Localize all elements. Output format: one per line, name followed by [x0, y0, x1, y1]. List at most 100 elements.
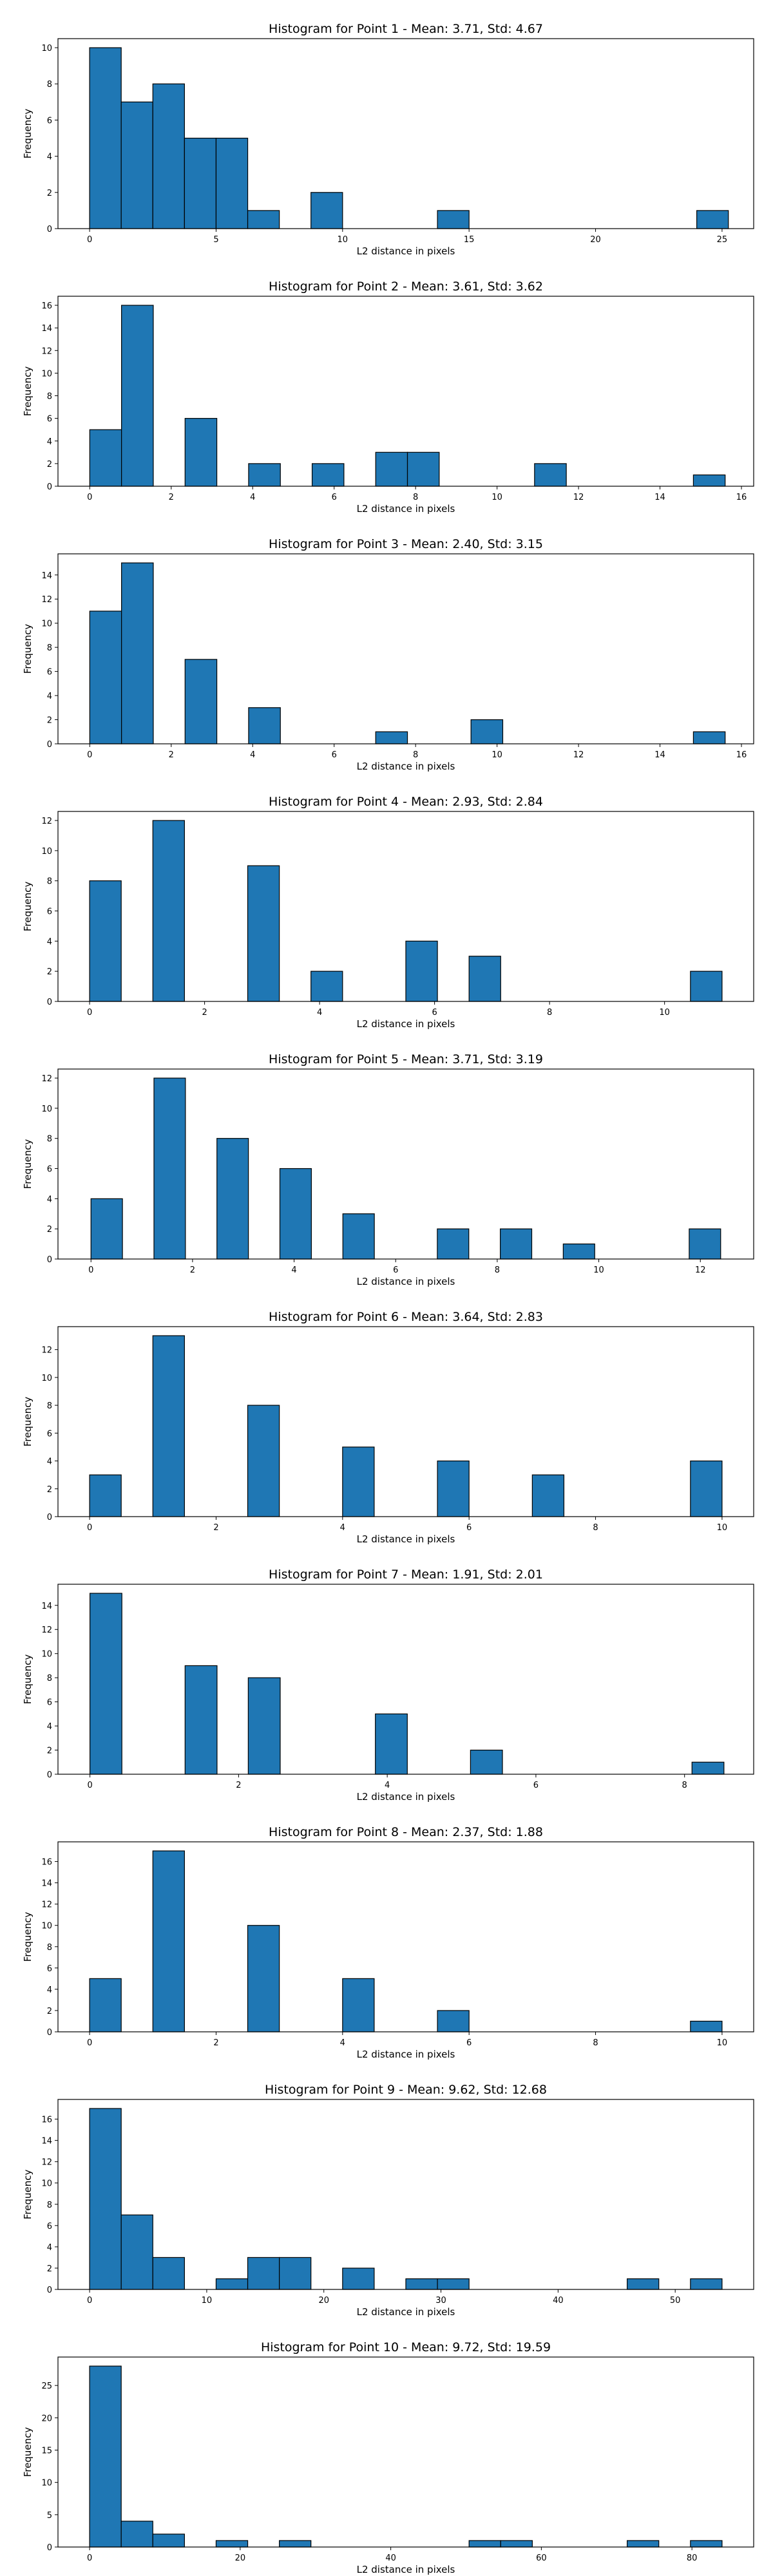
histogram-bar [534, 463, 567, 487]
axes-frame [57, 1326, 754, 1517]
x-tick-label: 12 [695, 1265, 706, 1275]
histogram-bar [342, 1446, 375, 1517]
y-tick-label: 14 [41, 2137, 52, 2146]
y-tick-label: 6 [47, 1964, 52, 1974]
bars [90, 1593, 725, 1775]
axes-frame [57, 1584, 754, 1775]
histogram-bar [152, 2257, 185, 2290]
histogram-bar [692, 731, 726, 744]
x-tick-label: 6 [533, 1781, 539, 1790]
axes-frame [57, 1068, 754, 1260]
histogram-chart-6: 0 2 4 6 8 10 0 2 4 6 8 10 12 Histogram for Point 6 - … [22, 1310, 754, 1545]
histogram-chart-10: 0 20 40 60 80 0 5 10 15 20 25 Histogram for Point 1… [22, 2340, 754, 2575]
histogram-bar [342, 1978, 375, 2032]
y-tick-label: 10 [41, 1104, 52, 1114]
x-tick-label: 20 [235, 2553, 246, 2563]
histogram-chart-9: 0 10 20 30 40 50 0 2 4 6 8 10 12 14 16 Histogram for Po… [22, 2083, 754, 2318]
x-tick-label: 6 [432, 1008, 437, 1018]
y-axis-label: Frequency [22, 1912, 33, 1962]
y-tick-label: 2 [47, 1747, 52, 1756]
x-tick-label: 40 [553, 2296, 564, 2306]
x-tick-label: 4 [250, 493, 255, 502]
histogram-bar [696, 210, 729, 229]
y-tick-label: 10 [41, 2179, 52, 2189]
histogram-bar [690, 2278, 723, 2290]
chart-title: Histogram for Point 10 - Mean: 9.72, Std… [261, 2340, 551, 2354]
y-axis-label: Frequency [22, 2170, 33, 2220]
histogram-bar [500, 2540, 533, 2548]
y-tick-label: 12 [41, 595, 52, 605]
x-tick-label: 12 [573, 493, 584, 502]
y-axis-label: Frequency [22, 624, 33, 674]
x-tick-label: 0 [87, 750, 92, 760]
histogram-bar [437, 2278, 470, 2290]
x-tick-label: 4 [385, 1781, 390, 1790]
histogram-bar [152, 1335, 185, 1517]
histogram-bar [470, 1749, 503, 1775]
y-tick-label: 8 [47, 392, 52, 402]
axes-frame [57, 1841, 754, 2032]
histogram-bar [153, 1077, 186, 1260]
histogram-bar [247, 1925, 280, 2032]
bars [90, 1077, 721, 1260]
y-tick-label: 4 [47, 937, 52, 947]
histogram-chart-2: 0 2 4 6 8 10 12 14 16 0 2 4 6 8 10 12 14 16 Histogram for … [22, 279, 754, 515]
x-tick-label: 80 [687, 2553, 698, 2563]
x-tick-label: 8 [593, 2038, 598, 2048]
x-tick-label: 16 [736, 750, 747, 760]
histogram-chart-5: 0 2 4 6 8 10 12 0 2 4 6 8 10 12 Histogram for Point 5 … [22, 1052, 754, 1287]
x-axis-label: L2 distance in pixels [357, 2564, 455, 2575]
histogram-bar [531, 1474, 565, 1517]
y-tick-label: 8 [47, 2201, 52, 2210]
chart-title: Histogram for Point 4 - Mean: 2.93, Std:… [269, 795, 543, 809]
y-tick-label: 8 [47, 1674, 52, 1683]
y-axis-label: Frequency [22, 2427, 33, 2477]
axes-frame [57, 553, 754, 744]
histogram-bar [215, 137, 249, 229]
histogram-bar [405, 2278, 438, 2290]
bars [89, 2365, 723, 2548]
x-tick-label: 2 [213, 2038, 218, 2048]
x-tick-label: 2 [190, 1265, 195, 1275]
x-tick-label: 20 [590, 235, 601, 245]
histogram-bar [310, 971, 343, 1002]
y-axis-label: Frequency [22, 882, 33, 932]
histogram-bar [89, 880, 122, 1002]
x-tick-label: 6 [332, 493, 337, 502]
x-tick-label: 2 [169, 750, 174, 760]
histogram-bar [121, 562, 154, 744]
bars [89, 47, 729, 229]
y-tick-label: 10 [41, 1922, 52, 1931]
histogram-bar [279, 2257, 312, 2290]
y-tick-label: 0 [47, 2286, 52, 2295]
histogram-bar [184, 137, 217, 229]
x-axis-label: L2 distance in pixels [357, 761, 455, 772]
y-tick-label: 14 [41, 1602, 52, 1611]
chart-title: Histogram for Point 7 - Mean: 1.91, Std:… [269, 1567, 543, 1582]
y-tick-label: 15 [41, 2446, 52, 2456]
histogram-bar [90, 1198, 123, 1260]
histogram-bar [89, 611, 122, 744]
histogram-bar [470, 719, 504, 744]
y-tick-label: 12 [41, 1346, 52, 1356]
y-axis-label: Frequency [22, 366, 33, 417]
chart-title: Histogram for Point 6 - Mean: 3.64, Std:… [269, 1310, 543, 1324]
x-axis-label: L2 distance in pixels [357, 503, 455, 515]
x-tick-label: 2 [169, 493, 174, 502]
bars [89, 305, 726, 487]
y-tick-label: 4 [47, 437, 52, 447]
bars [89, 562, 726, 744]
histogram-bar [405, 940, 438, 1002]
x-tick-label: 0 [87, 235, 92, 245]
histogram-bar [468, 2540, 501, 2548]
y-tick-label: 0 [47, 1770, 52, 1780]
y-tick-label: 2 [47, 1485, 52, 1495]
histogram-bar [627, 2278, 660, 2290]
y-tick-label: 25 [41, 2382, 52, 2391]
x-tick-label: 2 [202, 1008, 207, 1018]
y-tick-label: 5 [47, 2511, 52, 2521]
x-tick-label: 6 [332, 750, 337, 760]
x-tick-label: 20 [318, 2296, 329, 2306]
x-tick-label: 30 [435, 2296, 446, 2306]
histogram-chart-7: 0 2 4 6 8 0 2 4 6 8 10 12 14 Histogram for Point 7 - … [22, 1567, 754, 1803]
